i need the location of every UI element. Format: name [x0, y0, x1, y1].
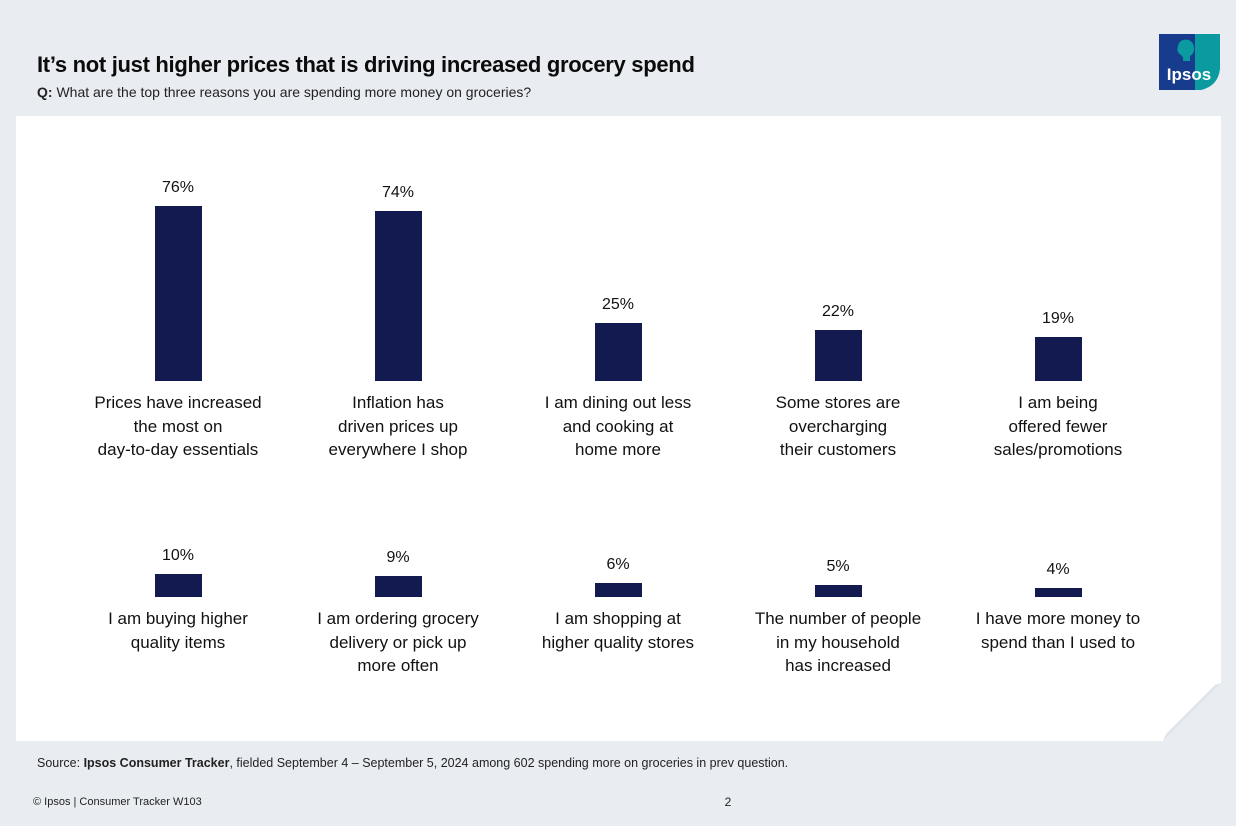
- chart-card: 76% Prices have increased the most on day…: [16, 116, 1221, 741]
- value-label: 6%: [606, 556, 630, 574]
- ipsos-logo: Ipsos: [1159, 34, 1220, 90]
- bar-5: [1034, 337, 1082, 381]
- bar-4: [814, 330, 862, 381]
- value-label: 5%: [826, 558, 850, 576]
- category-label: I am buying higher quality items: [108, 609, 248, 652]
- bar-8: [594, 583, 642, 597]
- source-prefix: Source:: [37, 756, 84, 770]
- bar-6: [154, 573, 202, 597]
- value-label: 22%: [821, 303, 855, 321]
- page-number: 2: [724, 795, 732, 809]
- category-label: I am ordering grocery delivery or pick u…: [317, 609, 479, 675]
- source-rest: , fielded September 4 – September 5, 202…: [229, 756, 789, 770]
- ipsos-logo-icon: Ipsos: [1159, 34, 1220, 90]
- category-label: I am dining out less and cooking at home…: [544, 393, 692, 459]
- category-label: I am shopping at higher quality stores: [541, 609, 695, 652]
- question-text: Q: What are the top three reasons you ar…: [37, 84, 531, 100]
- category-label: I have more money to spend than I used t…: [975, 609, 1141, 652]
- value-label: 74%: [381, 183, 415, 201]
- value-label: 25%: [601, 296, 635, 314]
- source-note: Source: Ipsos Consumer Tracker, fielded …: [37, 756, 788, 770]
- bar-9: [814, 585, 862, 597]
- page-title: It’s not just higher prices that is driv…: [37, 52, 695, 77]
- value-label: 19%: [1041, 310, 1075, 328]
- bar-1: [154, 206, 202, 381]
- question-body: What are the top three reasons you are s…: [56, 84, 532, 100]
- bar-2: [374, 210, 422, 381]
- value-label: 76%: [161, 179, 195, 196]
- question-prefix: Q:: [37, 84, 53, 100]
- bar-7: [374, 576, 422, 597]
- value-label: 9%: [386, 549, 410, 567]
- category-label: Inflation has driven prices up everywher…: [328, 393, 468, 459]
- category-label: Some stores are overcharging their custo…: [775, 393, 901, 459]
- bar-10: [1034, 587, 1082, 597]
- value-label: 4%: [1046, 560, 1070, 578]
- category-label: Prices have increased the most on day-to…: [94, 393, 262, 459]
- category-label: The number of people in my household has…: [754, 609, 922, 675]
- footer-copyright: © Ipsos | Consumer Tracker W103: [33, 796, 202, 808]
- card-background: [16, 116, 1221, 741]
- value-label: 10%: [161, 546, 195, 564]
- source-name: Ipsos Consumer Tracker: [83, 756, 230, 770]
- category-label: I am being offered fewer sales/promotion…: [993, 393, 1123, 459]
- bar-3: [594, 323, 642, 381]
- logo-text: Ipsos: [1167, 65, 1211, 84]
